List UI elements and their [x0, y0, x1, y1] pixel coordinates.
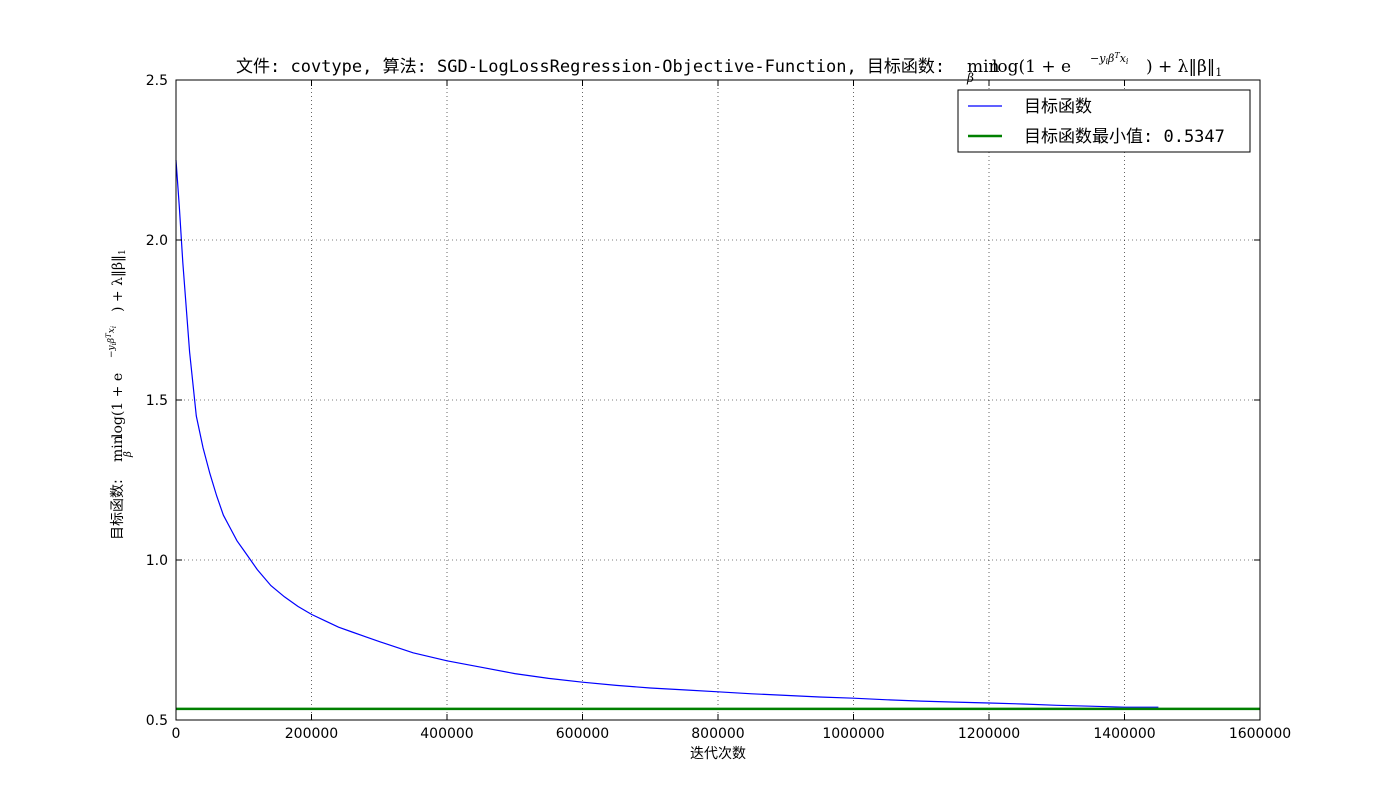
- y-axis-label-sup: −yiβTxi: [105, 326, 118, 358]
- title-math-min: min: [967, 57, 1000, 77]
- legend-label-series-1: 目标函数最小值: 0.5347: [1024, 127, 1225, 147]
- legend-box: [957, 89, 1251, 153]
- legend: 目标函数 目标函数最小值: 0.5347: [957, 89, 1251, 153]
- series-line-0: [175, 159, 1159, 708]
- chart-title-math: min β log(1 + e −yiβTxi ) + λ‖β‖1: [966, 51, 1222, 85]
- title-math-sub: β: [966, 71, 974, 85]
- x-tick-label: 0: [172, 726, 181, 742]
- title-math-expr-b: ) + λ‖β‖1: [1146, 57, 1222, 79]
- y-axis-label-expr-b: ) + λ‖β‖1: [110, 249, 128, 312]
- x-tick-label: 1000000: [822, 726, 884, 742]
- y-axis-label-min: min: [110, 435, 126, 462]
- title-math-expr-a: log(1 + e: [992, 57, 1071, 77]
- chart-title: 文件: covtype, 算法: SGD-LogLossRegression-O…: [236, 51, 1222, 85]
- x-tick-label: 400000: [420, 726, 473, 742]
- y-tick-label: 1.0: [146, 553, 168, 569]
- x-tick-label: 1600000: [1229, 726, 1291, 742]
- x-tick-label: 800000: [691, 726, 744, 742]
- y-axis-label-prefix: 目标函数:: [110, 479, 126, 540]
- legend-label-series-0: 目标函数: [1024, 97, 1092, 117]
- grid: [175, 79, 1261, 721]
- y-tick-label: 2.0: [146, 233, 168, 249]
- y-tick-label: 1.5: [146, 393, 168, 409]
- y-tick-label: 0.5: [146, 713, 168, 729]
- y-axis-label-expr-a: log(1 + e: [110, 373, 126, 438]
- y-axis-label-sub: β: [123, 451, 134, 458]
- y-axis-label: 目标函数: min β log(1 + e −yiβTxi ) + λ‖β‖1: [105, 249, 134, 540]
- y-tick-label: 2.5: [146, 73, 168, 89]
- x-tick-label: 600000: [556, 726, 609, 742]
- x-tick-label: 200000: [285, 726, 338, 742]
- title-math-sup: −yiβTxi: [1090, 51, 1129, 66]
- x-tick-label: 1200000: [958, 726, 1020, 742]
- series-layer: [175, 159, 1260, 711]
- chart-title-prefix: 文件: covtype, 算法: SGD-LogLossRegression-O…: [236, 57, 945, 77]
- x-tick-label: 1400000: [1093, 726, 1155, 742]
- x-axis-label: 迭代次数: [690, 746, 746, 762]
- ticks: 0 200000 400000 600000 800000 1000000 1200000 1…: [146, 73, 1291, 742]
